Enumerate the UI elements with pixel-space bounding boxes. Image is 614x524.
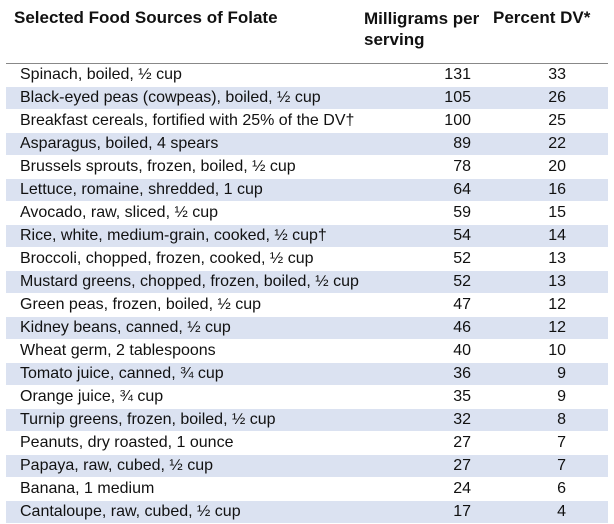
food-cell: Mustard greens, chopped, frozen, boiled,…: [6, 270, 404, 294]
percent-dv-cell: 14: [509, 224, 608, 248]
milligrams-cell: 46: [404, 316, 509, 340]
milligrams-cell: 52: [404, 247, 509, 271]
folate-table: Spinach, boiled, ½ cup 131 33 Black-eyed pe…: [6, 64, 608, 524]
milligrams-cell: 17: [404, 500, 509, 524]
food-cell: Papaya, raw, cubed, ½ cup: [6, 454, 404, 478]
percent-dv-cell: 22: [509, 132, 608, 156]
food-cell: Breakfast cereals, fortified with 25% of…: [6, 109, 404, 133]
percent-dv-cell: 4: [509, 500, 608, 524]
milligrams-cell: 131: [404, 64, 509, 87]
food-cell: Banana, 1 medium: [6, 477, 404, 501]
milligrams-cell: 32: [404, 408, 509, 432]
table-row: Breakfast cereals, fortified with 25% of…: [6, 109, 608, 133]
percent-dv-cell: 9: [509, 385, 608, 409]
percent-dv-cell: 13: [509, 247, 608, 271]
table-row: Mustard greens, chopped, frozen, boiled,…: [6, 270, 608, 294]
food-cell: Green peas, frozen, boiled, ½ cup: [6, 293, 404, 317]
table-row: Green peas, frozen, boiled, ½ cup 47 12: [6, 293, 608, 317]
table-row: Banana, 1 medium 24 6: [6, 477, 608, 501]
milligrams-cell: 36: [404, 362, 509, 386]
food-cell: Spinach, boiled, ½ cup: [6, 64, 404, 87]
milligrams-cell: 64: [404, 178, 509, 202]
table-row: Peanuts, dry roasted, 1 ounce 27 7: [6, 431, 608, 455]
percent-dv-cell: 12: [509, 316, 608, 340]
milligrams-cell: 35: [404, 385, 509, 409]
table-row: Asparagus, boiled, 4 spears 89 22: [6, 132, 608, 156]
milligrams-cell: 59: [404, 201, 509, 225]
folate-table-page: Selected Food Sources of Folate Milligra…: [6, 6, 608, 524]
header-divider: [6, 63, 608, 64]
milligrams-cell: 52: [404, 270, 509, 294]
percent-dv-cell: 6: [509, 477, 608, 501]
food-column-header: Selected Food Sources of Folate: [14, 8, 278, 27]
table-row: Rice, white, medium-grain, cooked, ½ cup…: [6, 224, 608, 248]
milligrams-column-header: Milligrams per serving: [364, 9, 480, 49]
table-row: Wheat germ, 2 tablespoons 40 10: [6, 339, 608, 363]
food-cell: Broccoli, chopped, frozen, cooked, ½ cup: [6, 247, 404, 271]
table-row: Turnip greens, frozen, boiled, ½ cup 32 8: [6, 408, 608, 432]
food-cell: Rice, white, medium-grain, cooked, ½ cup…: [6, 224, 404, 248]
percent-dv-cell: 9: [509, 362, 608, 386]
table-row: Orange juice, ¾ cup 35 9: [6, 385, 608, 409]
folate-table-body: Spinach, boiled, ½ cup 131 33 Black-eyed pe…: [6, 64, 608, 524]
food-cell: Kidney beans, canned, ½ cup: [6, 316, 404, 340]
food-cell: Black-eyed peas (cowpeas), boiled, ½ cup: [6, 86, 404, 110]
table-row: Avocado, raw, sliced, ½ cup 59 15: [6, 201, 608, 225]
milligrams-cell: 54: [404, 224, 509, 248]
table-row: Lettuce, romaine, shredded, 1 cup 64 16: [6, 178, 608, 202]
percent-dv-cell: 25: [509, 109, 608, 133]
table-row: Broccoli, chopped, frozen, cooked, ½ cup…: [6, 247, 608, 271]
milligrams-cell: 27: [404, 431, 509, 455]
percent-dv-cell: 10: [509, 339, 608, 363]
food-cell: Lettuce, romaine, shredded, 1 cup: [6, 178, 404, 202]
table-row: Kidney beans, canned, ½ cup 46 12: [6, 316, 608, 340]
milligrams-cell: 40: [404, 339, 509, 363]
table-row: Papaya, raw, cubed, ½ cup 27 7: [6, 454, 608, 478]
food-cell: Tomato juice, canned, ¾ cup: [6, 362, 404, 386]
food-cell: Brussels sprouts, frozen, boiled, ½ cup: [6, 155, 404, 179]
table-row: Black-eyed peas (cowpeas), boiled, ½ cup…: [6, 86, 608, 110]
table-row: Cantaloupe, raw, cubed, ½ cup 17 4: [6, 500, 608, 524]
table-header: Selected Food Sources of Folate Milligra…: [6, 6, 608, 58]
food-cell: Orange juice, ¾ cup: [6, 385, 404, 409]
milligrams-cell: 24: [404, 477, 509, 501]
milligrams-cell: 27: [404, 454, 509, 478]
percent-dv-cell: 13: [509, 270, 608, 294]
milligrams-cell: 47: [404, 293, 509, 317]
food-cell: Turnip greens, frozen, boiled, ½ cup: [6, 408, 404, 432]
percent-dv-column-header: Percent DV*: [493, 8, 591, 27]
percent-dv-cell: 20: [509, 155, 608, 179]
table-row: Spinach, boiled, ½ cup 131 33: [6, 64, 608, 87]
food-cell: Wheat germ, 2 tablespoons: [6, 339, 404, 363]
table-row: Brussels sprouts, frozen, boiled, ½ cup 7…: [6, 155, 608, 179]
milligrams-cell: 78: [404, 155, 509, 179]
percent-dv-cell: 12: [509, 293, 608, 317]
percent-dv-cell: 33: [509, 64, 608, 87]
milligrams-cell: 105: [404, 86, 509, 110]
food-cell: Avocado, raw, sliced, ½ cup: [6, 201, 404, 225]
milligrams-cell: 89: [404, 132, 509, 156]
percent-dv-cell: 26: [509, 86, 608, 110]
percent-dv-cell: 8: [509, 408, 608, 432]
percent-dv-cell: 15: [509, 201, 608, 225]
food-cell: Cantaloupe, raw, cubed, ½ cup: [6, 500, 404, 524]
food-cell: Peanuts, dry roasted, 1 ounce: [6, 431, 404, 455]
percent-dv-cell: 16: [509, 178, 608, 202]
percent-dv-cell: 7: [509, 454, 608, 478]
percent-dv-cell: 7: [509, 431, 608, 455]
milligrams-cell: 100: [404, 109, 509, 133]
table-row: Tomato juice, canned, ¾ cup 36 9: [6, 362, 608, 386]
food-cell: Asparagus, boiled, 4 spears: [6, 132, 404, 156]
